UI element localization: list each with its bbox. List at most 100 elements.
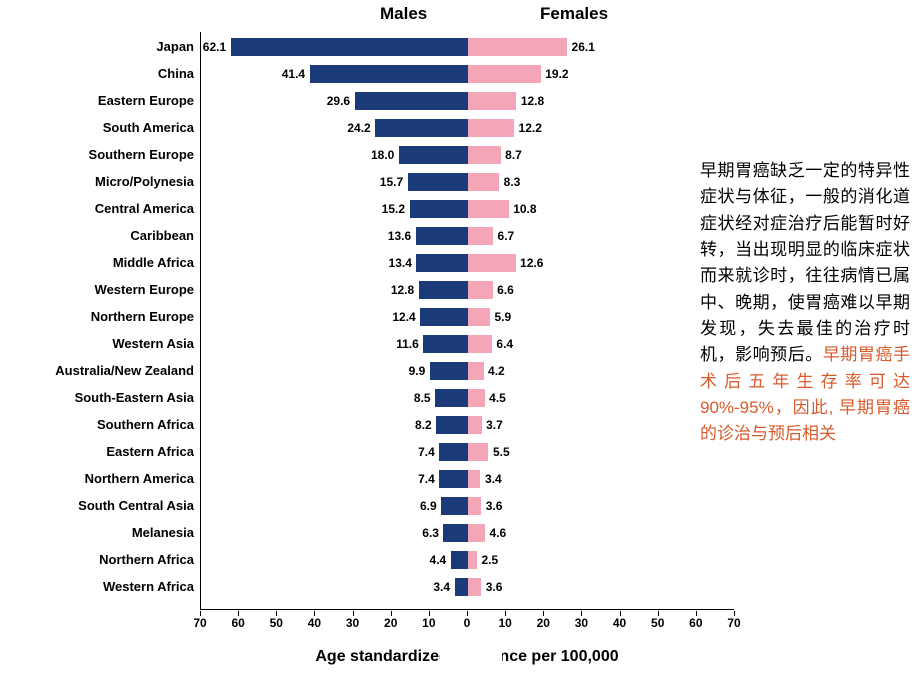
tick-label: 20 xyxy=(384,616,397,630)
value-male: 6.9 xyxy=(420,499,437,513)
value-female: 4.5 xyxy=(489,391,506,405)
chart-row: South-Eastern Asia8.54.5 xyxy=(201,387,734,409)
value-male: 7.4 xyxy=(418,472,435,486)
bar-female xyxy=(468,524,486,542)
value-female: 5.9 xyxy=(495,310,512,324)
bar-male xyxy=(399,146,468,164)
bar-male xyxy=(435,389,467,407)
category-label: Southern Europe xyxy=(0,147,194,162)
bar-female xyxy=(468,416,482,434)
bar-female xyxy=(468,578,482,596)
category-label: Northern Europe xyxy=(0,309,194,324)
bar-female xyxy=(468,38,568,56)
bar-male xyxy=(416,227,468,245)
value-female: 2.5 xyxy=(482,553,499,567)
chart-row: Western Europe12.86.6 xyxy=(201,279,734,301)
tick-label: 20 xyxy=(537,616,550,630)
chart-row: Micro/Polynesia15.78.3 xyxy=(201,171,734,193)
tick-label: 10 xyxy=(422,616,435,630)
bar-female xyxy=(468,281,493,299)
chart-row: Northern Europe12.45.9 xyxy=(201,306,734,328)
value-male: 18.0 xyxy=(371,148,394,162)
value-female: 4.2 xyxy=(488,364,505,378)
category-label: South America xyxy=(0,120,194,135)
bar-male xyxy=(441,497,467,515)
bar-female xyxy=(468,227,494,245)
bar-female xyxy=(468,65,541,83)
value-female: 6.4 xyxy=(496,337,513,351)
bar-female xyxy=(468,254,516,272)
category-label: Western Europe xyxy=(0,282,194,297)
side-text-black: 早期胃癌缺乏一定的特异性症状与体征，一般的消化道症状经对症治疗后能暂时好转，当出… xyxy=(700,161,910,364)
chart-row: Southern Europe18.08.7 xyxy=(201,144,734,166)
category-label: Australia/New Zealand xyxy=(0,363,194,378)
chart-row: Eastern Africa7.45.5 xyxy=(201,441,734,463)
value-female: 10.8 xyxy=(513,202,536,216)
value-female: 8.3 xyxy=(504,175,521,189)
value-female: 6.7 xyxy=(498,229,515,243)
category-label: Micro/Polynesia xyxy=(0,174,194,189)
bar-male xyxy=(355,92,468,110)
chart-row: Central America15.210.8 xyxy=(201,198,734,220)
chart-row: Middle Africa13.412.6 xyxy=(201,252,734,274)
bar-male xyxy=(455,578,468,596)
tick-label: 30 xyxy=(346,616,359,630)
bar-female xyxy=(468,200,509,218)
category-label: Eastern Africa xyxy=(0,444,194,459)
tick-label: 50 xyxy=(651,616,664,630)
value-male: 13.6 xyxy=(388,229,411,243)
value-female: 12.6 xyxy=(520,256,543,270)
label-overlap-mask xyxy=(440,646,502,668)
bar-female xyxy=(468,551,478,569)
bar-female xyxy=(468,443,489,461)
header-females: Females xyxy=(540,4,608,24)
value-male: 4.4 xyxy=(430,553,447,567)
value-female: 12.8 xyxy=(521,94,544,108)
value-female: 4.6 xyxy=(490,526,507,540)
bar-male xyxy=(423,335,467,353)
category-label: Western Asia xyxy=(0,336,194,351)
bar-male xyxy=(419,281,468,299)
tick-label: 10 xyxy=(498,616,511,630)
value-male: 9.9 xyxy=(409,364,426,378)
bar-female xyxy=(468,308,491,326)
tick-label: 40 xyxy=(308,616,321,630)
bar-female xyxy=(468,335,492,353)
chart-row: Western Asia11.66.4 xyxy=(201,333,734,355)
value-male: 8.5 xyxy=(414,391,431,405)
chart-row: Southern Africa8.23.7 xyxy=(201,414,734,436)
category-label: Northern America xyxy=(0,471,194,486)
tick-label: 70 xyxy=(193,616,206,630)
bar-male xyxy=(451,551,468,569)
bar-male xyxy=(408,173,468,191)
bar-female xyxy=(468,92,517,110)
category-label: Melanesia xyxy=(0,525,194,540)
bar-male xyxy=(430,362,468,380)
category-label: Southern Africa xyxy=(0,417,194,432)
tick-label: 50 xyxy=(270,616,283,630)
value-female: 5.5 xyxy=(493,445,510,459)
bar-female xyxy=(468,146,501,164)
tick-label: 0 xyxy=(464,616,471,630)
chart-row: Melanesia6.34.6 xyxy=(201,522,734,544)
category-label: Western Africa xyxy=(0,579,194,594)
value-male: 41.4 xyxy=(282,67,305,81)
value-female: 12.2 xyxy=(519,121,542,135)
value-male: 7.4 xyxy=(418,445,435,459)
tick-label: 60 xyxy=(231,616,244,630)
chart-row: Eastern Europe29.612.8 xyxy=(201,90,734,112)
bar-male xyxy=(439,470,467,488)
bar-male xyxy=(420,308,467,326)
value-male: 13.4 xyxy=(389,256,412,270)
bar-female xyxy=(468,362,484,380)
chart-row: Northern America7.43.4 xyxy=(201,468,734,490)
category-label: Eastern Europe xyxy=(0,93,194,108)
side-annotation: 早期胃癌缺乏一定的特异性症状与体征，一般的消化道症状经对症治疗后能暂时好转，当出… xyxy=(700,158,910,448)
tick-label: 40 xyxy=(613,616,626,630)
bar-male xyxy=(410,200,468,218)
category-label: China xyxy=(0,66,194,81)
value-male: 6.3 xyxy=(422,526,439,540)
value-male: 24.2 xyxy=(347,121,370,135)
bar-female xyxy=(468,497,482,515)
value-female: 26.1 xyxy=(572,40,595,54)
